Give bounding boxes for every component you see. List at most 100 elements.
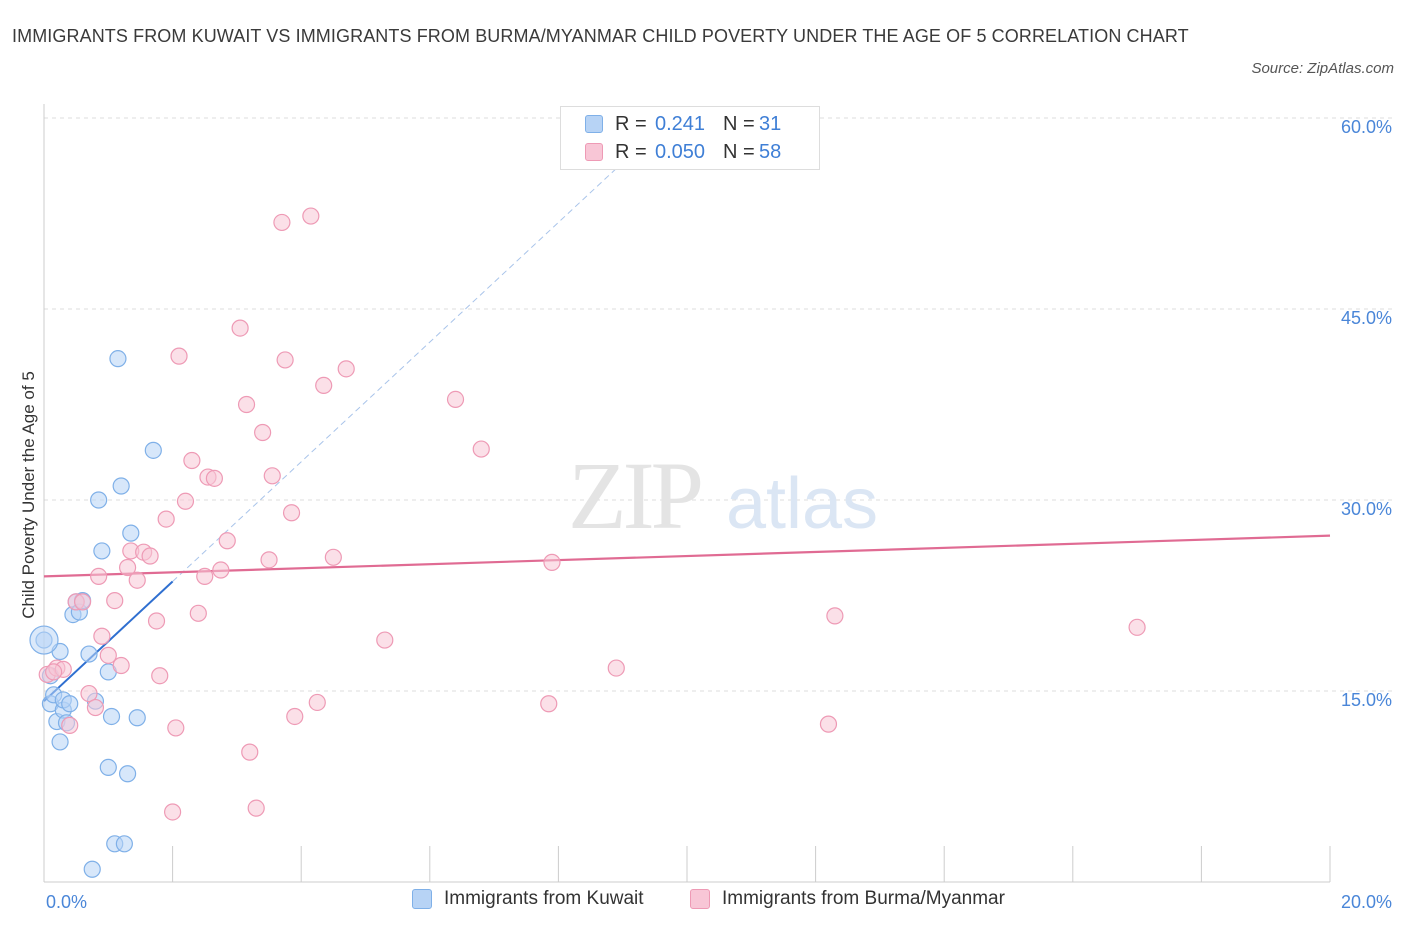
burma-point [260,551,278,569]
burma-point [167,719,185,737]
watermark-atlas: atlas [726,464,878,544]
legend-swatch-burma [585,143,603,161]
kuwait-point [115,835,133,853]
y-tick-label: 15.0% [1341,690,1392,710]
legend-r-label: R = [615,112,647,135]
burma-point [151,667,169,685]
burma-point [141,547,159,565]
series-legend-kuwait[interactable]: Immigrants from Kuwait [412,888,644,910]
kuwait-point [128,709,146,727]
burma-point [147,612,166,630]
kuwait-point [80,645,98,663]
burma-point [826,607,844,625]
burma-point [112,656,130,675]
series-swatch-burma [690,889,710,909]
data-points [29,207,1146,878]
burma-point [324,548,342,566]
watermark: ZIP atlas [568,442,878,549]
legend-n-label: N = [723,112,755,135]
burma-point [282,504,301,522]
burma-point [176,492,195,510]
axes [43,104,1331,883]
series-legend: Immigrants from Kuwait Immigrants from B… [0,888,1406,916]
kuwait-point [122,524,140,542]
kuwait-point [118,765,137,783]
burma-point [45,663,63,681]
y-tick-label: 30.0% [1341,499,1392,519]
burma-point [73,593,92,611]
kuwait-point [93,542,111,560]
kuwait-point [112,477,130,495]
burma-point [157,510,175,528]
burma-trend-line [43,534,1331,578]
kuwait-point [144,441,162,459]
kuwait-point [51,733,69,751]
burma-point [273,213,291,232]
burma-point [472,440,490,458]
kuwait-point [99,758,117,777]
burma-point [446,390,465,409]
legend-r-label: R = [615,140,647,163]
burma-point [1128,618,1146,636]
chart-title: IMMIGRANTS FROM KUWAIT VS IMMIGRANTS FRO… [12,26,1189,46]
x-tick-label: 0.0% [46,892,87,912]
series-label-kuwait: Immigrants from Kuwait [444,888,644,909]
legend-r-value: 0.050 [655,140,706,163]
burma-point [254,423,272,442]
correlation-legend: R = 0.241 N = 31 R = 0.050 N = 58 [560,106,820,170]
burma-point [218,532,236,550]
kuwait-point [102,707,121,726]
burma-point [170,347,188,365]
burma-point [308,693,326,712]
burma-point [263,467,281,485]
burma-point [86,698,105,717]
burma-point [196,567,214,586]
burma-point [376,631,394,649]
burma-point [540,695,558,713]
legend-n-value: 31 [759,112,782,135]
legend-row-kuwait: R = 0.241 N = 31 [585,112,781,136]
x-tick-label: 20.0% [1341,892,1392,912]
series-legend-burma[interactable]: Immigrants from Burma/Myanmar [690,888,1005,910]
burma-point [241,743,259,761]
kuwait-point [90,491,108,509]
burma-point [189,604,207,622]
kuwait-point [29,625,59,655]
legend-row-burma: R = 0.050 N = 58 [585,140,781,164]
axis-labels: 15.0% 30.0% 45.0% 60.0% 0.0% 20.0% Child Pover… [19,117,1392,912]
burma-point [237,395,256,414]
legend-n-value: 58 [759,140,782,163]
burma-point [286,707,304,726]
burma-point [607,659,625,677]
kuwait-trend-extension [172,162,624,582]
burma-point [819,715,838,733]
burma-point [247,799,265,817]
burma-point [80,684,98,703]
burma-point [106,591,124,610]
burma-point [337,360,355,378]
burma-point [99,646,117,664]
burma-point [183,451,201,470]
burma-point [118,558,137,577]
source-label: Source: ZipAtlas.com [1251,60,1394,77]
kuwait-point [109,350,127,368]
burma-point [231,319,249,337]
y-tick-label: 60.0% [1341,117,1392,137]
legend-n-label: N = [723,140,755,163]
burma-point [315,376,333,394]
burma-point [205,469,223,487]
burma-point [90,567,108,586]
grid-lines [44,117,1392,692]
burma-point [61,716,79,734]
y-axis-title: Child Poverty Under the Age of 5 [19,371,38,619]
burma-point [302,207,320,225]
series-swatch-kuwait [412,889,432,909]
burma-point [543,553,561,571]
burma-point [276,351,294,369]
kuwait-point [61,695,79,713]
burma-point [128,571,146,589]
series-label-burma: Immigrants from Burma/Myanmar [722,888,1005,909]
watermark-zip: ZIP [568,442,701,549]
kuwait-point [83,860,101,878]
